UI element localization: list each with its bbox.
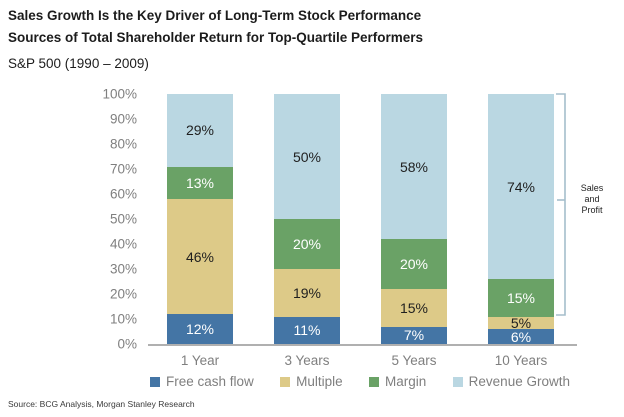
segment-value-label: 58% xyxy=(399,158,429,175)
segment-revenue-growth-5-years: 58% xyxy=(381,94,447,239)
segment-multiple-3-years: 19% xyxy=(274,269,340,317)
legend-label: Multiple xyxy=(296,374,343,389)
y-axis-tick-label-60: 60% xyxy=(109,186,137,202)
y-axis-tick-label-100: 100% xyxy=(102,86,137,102)
segment-revenue-growth-1-year: 29% xyxy=(167,94,233,167)
chart-subtitle: S&P 500 (1990 – 2009) xyxy=(8,56,149,71)
segment-value-label: 13% xyxy=(185,174,215,191)
y-axis-tick-label-90: 90% xyxy=(109,111,137,127)
annotation-line: Sales xyxy=(580,183,604,193)
x-axis-label-5-years: 5 Years xyxy=(391,353,437,368)
x-axis-label-3-years: 3 Years xyxy=(284,353,330,368)
sales-and-profit-bracket xyxy=(556,93,566,316)
chart-title-line2: Sources of Total Shareholder Return for … xyxy=(8,30,424,45)
segment-margin-10-years: 15% xyxy=(488,279,554,317)
source-note: Source: BCG Analysis, Morgan Stanley Res… xyxy=(8,399,195,409)
y-axis-tick-label-70: 70% xyxy=(109,161,137,177)
y-axis-tick-label-20: 20% xyxy=(109,286,137,302)
y-axis-tick-label-80: 80% xyxy=(109,136,137,152)
legend-swatch-revenue-growth xyxy=(452,376,463,387)
y-axis-tick-label-50: 50% xyxy=(109,211,137,227)
legend-item-revenue-growth: Revenue Growth xyxy=(452,374,570,389)
x-axis-label-1-year: 1 Year xyxy=(180,353,220,368)
segment-value-label: 20% xyxy=(399,256,429,272)
segment-free-cash-flow-3-years: 11% xyxy=(274,316,340,344)
segment-value-label: 74% xyxy=(506,178,536,195)
segment-margin-1-year: 13% xyxy=(167,166,233,199)
segment-value-label: 12% xyxy=(185,321,215,337)
legend-swatch-margin xyxy=(369,376,380,387)
segment-value-label: 7% xyxy=(403,327,425,344)
segment-value-label: 5% xyxy=(510,314,532,331)
bar-10-years: 6% 5% 15% 74% xyxy=(488,94,554,344)
legend-item-multiple: Multiple xyxy=(280,374,343,389)
sales-and-profit-label: Sales and Profit xyxy=(566,183,618,216)
legend-item-margin: Margin xyxy=(369,374,426,389)
x-axis-line xyxy=(148,344,577,346)
x-axis-label-10-years: 10 Years xyxy=(494,353,548,368)
segment-free-cash-flow-5-years: 7% xyxy=(381,326,447,344)
bar-3-years: 11% 19% 20% 50% xyxy=(274,94,340,344)
legend-item-free-cash-flow: Free cash flow xyxy=(150,374,254,389)
segment-free-cash-flow-10-years: 6% xyxy=(488,329,554,344)
segment-value-label: 29% xyxy=(185,122,215,139)
y-axis-tick-label-40: 40% xyxy=(109,236,137,252)
segment-value-label: 46% xyxy=(185,248,215,265)
segment-value-label: 15% xyxy=(506,289,536,306)
legend-label: Free cash flow xyxy=(166,374,254,389)
bar-1-year: 12% 46% 13% 29% xyxy=(167,94,233,344)
segment-revenue-growth-3-years: 50% xyxy=(274,94,340,219)
segment-value-label: 11% xyxy=(293,322,321,339)
annotation-line: and xyxy=(584,194,600,204)
annotation-line: Profit xyxy=(581,205,603,215)
segment-free-cash-flow-1-year: 12% xyxy=(167,314,233,344)
segment-value-label: 50% xyxy=(292,148,322,165)
segment-margin-3-years: 20% xyxy=(274,219,340,269)
y-axis-tick-label-10: 10% xyxy=(109,311,137,327)
segment-value-label: 19% xyxy=(292,284,322,301)
chart-title-line1: Sales Growth Is the Key Driver of Long-T… xyxy=(8,8,422,23)
y-axis-tick-label-0: 0% xyxy=(117,336,137,352)
legend-swatch-multiple xyxy=(280,376,291,387)
legend: Free cash flow Multiple Margin Revenue Grow… xyxy=(150,374,570,389)
legend-swatch-free-cash-flow xyxy=(150,376,160,387)
segment-revenue-growth-10-years: 74% xyxy=(488,94,554,279)
segment-multiple-10-years: 5% xyxy=(488,314,554,331)
y-axis-tick-label-30: 30% xyxy=(109,261,137,277)
segment-margin-5-years: 20% xyxy=(381,239,447,289)
segment-multiple-1-year: 46% xyxy=(167,199,233,314)
segment-multiple-5-years: 15% xyxy=(381,289,447,327)
bar-5-years: 7% 15% 20% 58% xyxy=(381,94,447,344)
legend-label: Margin xyxy=(385,374,427,389)
segment-value-label: 6% xyxy=(510,328,532,345)
legend-label: Revenue Growth xyxy=(468,374,570,389)
segment-value-label: 15% xyxy=(399,299,429,316)
segment-value-label: 20% xyxy=(292,236,322,252)
